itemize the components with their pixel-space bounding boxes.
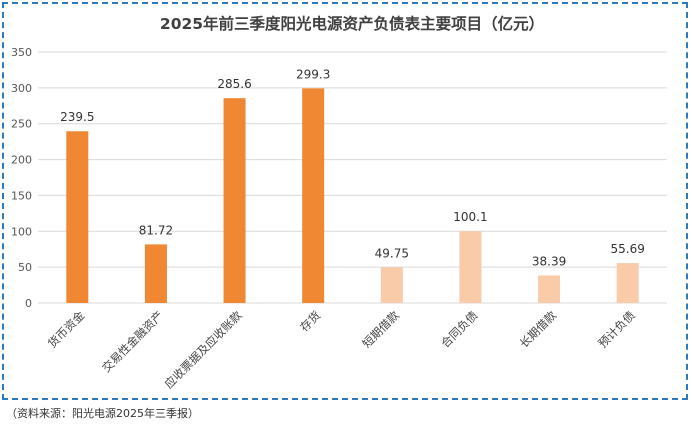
x-category-label: 短期借款 <box>360 308 403 351</box>
y-tick-label: 300 <box>11 82 32 95</box>
y-tick-label: 250 <box>11 118 32 131</box>
x-category-label: 合同负债 <box>438 308 480 350</box>
y-tick-label: 50 <box>18 261 32 274</box>
value-label: 299.3 <box>296 67 330 81</box>
y-tick-label: 350 <box>11 46 32 59</box>
value-label: 285.6 <box>217 77 251 91</box>
x-category-label: 长期借款 <box>517 308 560 351</box>
bar <box>223 98 246 304</box>
y-tick-label: 150 <box>11 189 32 202</box>
bar <box>144 244 167 303</box>
value-label: 81.72 <box>139 223 173 237</box>
bar <box>538 275 561 303</box>
chart-frame <box>2 2 688 400</box>
x-category-label: 货币资金 <box>45 308 88 351</box>
bars <box>66 88 639 304</box>
gridlines <box>38 51 667 304</box>
y-axis-ticks: 0 50 100 150 200 250 300 350 <box>11 46 32 310</box>
bar <box>380 267 403 303</box>
y-tick-label: 0 <box>25 297 32 310</box>
x-category-label: 预计负债 <box>595 308 637 350</box>
bar <box>66 131 89 303</box>
bar <box>616 263 639 303</box>
bar <box>302 88 325 303</box>
y-tick-label: 100 <box>11 225 32 238</box>
bar-chart: 2025年前三季度阳光电源资产负债表主要项目（亿元） 0 50 100 150 200 2… <box>11 14 667 391</box>
value-labels: 239.5 81.72 285.6 299.3 49.75 100.1 38.39 55.69 <box>60 67 645 268</box>
source-note: （资料来源：阳光电源2025年三季报） <box>6 407 199 420</box>
y-tick-label: 200 <box>11 154 32 167</box>
bar <box>459 231 482 303</box>
value-label: 55.69 <box>611 242 645 256</box>
x-category-label: 存货 <box>297 308 323 334</box>
x-category-label: 应收票据及应收账款 <box>162 308 245 391</box>
value-label: 100.1 <box>453 210 487 224</box>
chart-title: 2025年前三季度阳光电源资产负债表主要项目（亿元） <box>160 14 544 33</box>
value-label: 239.5 <box>60 110 94 124</box>
value-label: 38.39 <box>532 254 566 268</box>
x-category-label: 交易性金融资产 <box>99 308 166 375</box>
value-label: 49.75 <box>375 246 409 260</box>
